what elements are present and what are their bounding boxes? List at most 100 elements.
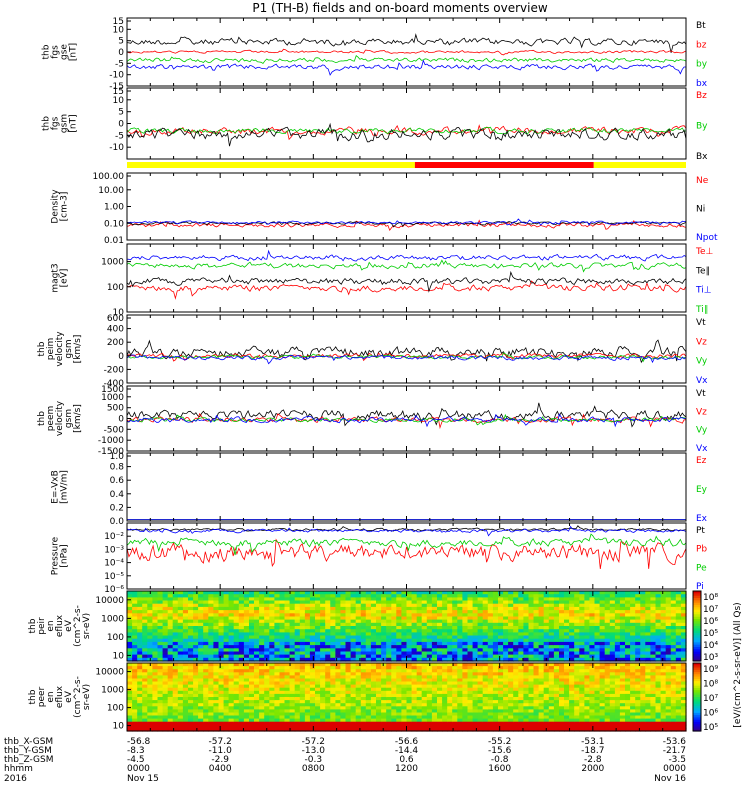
spectrogram-cell: [152, 715, 159, 720]
spectrogram-cell: [508, 706, 514, 710]
spectrogram-cell: [315, 672, 321, 676]
spectrogram-cell: [243, 635, 250, 640]
spectrogram-cell: [309, 603, 316, 608]
spectrogram-cell: [574, 635, 580, 640]
spectrogram-cell: [309, 718, 316, 723]
spectrogram-cell: [411, 687, 418, 692]
spectrogram-cell: [559, 684, 565, 689]
spectrogram-cell: [457, 684, 463, 689]
spectrogram-cell: [289, 613, 296, 618]
spectrogram-cell: [508, 641, 514, 646]
spectrogram-cell: [259, 724, 265, 729]
spectrogram-cell: [386, 651, 392, 656]
spectrogram-cell: [127, 724, 133, 729]
spectrogram-cell: [452, 613, 458, 618]
spectrogram-cell: [503, 594, 509, 598]
spectrogram-cell: [274, 657, 281, 662]
spectrogram-cell: [167, 681, 174, 686]
spectrogram-cell: [452, 638, 458, 643]
spectrogram-cell: [127, 669, 133, 673]
spectrogram-cell: [325, 721, 331, 726]
spectrogram-cell: [228, 654, 235, 659]
spectrogram-cell: [284, 622, 291, 627]
spectrogram-cell: [538, 690, 545, 695]
spectrogram-cell: [208, 594, 214, 598]
spectrogram-cell: [284, 654, 291, 659]
spectrogram-cell: [396, 681, 402, 686]
spectrogram-cell: [142, 724, 148, 729]
spectrogram-cell: [274, 638, 281, 643]
spectrogram-cell: [569, 700, 575, 704]
spectrogram-cell: [188, 610, 194, 614]
spectrogram-cell: [492, 684, 499, 689]
spectrogram-cell: [553, 632, 560, 637]
spectrogram-cell: [304, 638, 311, 643]
spectrogram-cell: [228, 626, 235, 630]
spectrogram-cell: [228, 641, 235, 646]
spectrogram-cell: [492, 718, 499, 723]
spectrogram-cell: [589, 709, 596, 714]
spectrogram-cell: [396, 654, 402, 659]
spectrogram-cell: [167, 700, 174, 704]
spectrogram-cell: [142, 600, 148, 605]
spectrogram-cell: [503, 641, 509, 646]
spectrogram-cell: [172, 622, 179, 627]
spectrogram-cell: [137, 675, 143, 680]
spectrogram-cell: [437, 684, 443, 689]
spectrogram-cell: [350, 718, 357, 723]
spectrogram-cell: [233, 724, 240, 729]
spectrogram-cell: [259, 712, 265, 717]
spectrogram-cell: [528, 675, 535, 680]
spectrogram-cell: [223, 684, 230, 689]
spectrogram-cell: [289, 687, 296, 692]
spectrogram-cell: [254, 651, 260, 656]
spectrogram-cell: [254, 626, 260, 630]
spectrogram-cell: [284, 718, 291, 723]
spectrogram-cell: [213, 651, 220, 656]
spectrogram-cell: [193, 718, 199, 723]
spectrogram-cell: [543, 645, 550, 649]
spectrogram-cell: [665, 610, 672, 614]
spectrogram-cell: [487, 709, 494, 714]
spectrogram-cell: [665, 648, 672, 653]
spectrogram-cell: [396, 697, 402, 701]
spectrogram-cell: [320, 597, 326, 602]
spectrogram-cell: [574, 648, 580, 653]
spectrogram-cell: [355, 597, 362, 602]
spectrogram-cell: [193, 700, 199, 704]
spectrogram-cell: [609, 626, 616, 630]
spectrogram-cell: [350, 724, 357, 729]
spectrogram-cell: [518, 594, 524, 598]
spectrogram-cell: [569, 600, 575, 605]
spectrogram-cell: [289, 645, 296, 649]
spectrogram-cell: [289, 675, 296, 680]
spectrogram-cell: [335, 641, 342, 646]
spectrogram-cell: [640, 635, 646, 640]
spectrogram-cell: [243, 622, 250, 627]
spectrogram-cell: [167, 648, 174, 653]
spectrogram-cell: [355, 663, 362, 667]
spectrogram-cell: [335, 721, 342, 726]
spectrogram-cell: [579, 603, 585, 608]
spectrogram-cell: [487, 724, 494, 729]
spectrogram-cell: [259, 600, 265, 605]
spectrogram-cell: [274, 600, 281, 605]
spectrogram-cell: [508, 709, 514, 714]
spectrogram-cell: [548, 681, 555, 686]
spectrogram-cell: [355, 718, 362, 723]
spectrogram-cell: [574, 645, 580, 649]
spectrogram-cell: [325, 626, 331, 630]
spectrogram-cell: [564, 681, 570, 686]
spectrogram-cell: [609, 641, 616, 646]
spectrogram-cell: [462, 638, 469, 643]
spectrogram-cell: [345, 641, 352, 646]
spectrogram-cell: [223, 635, 230, 640]
spectrogram-cell: [442, 663, 448, 667]
spectrogram-cell: [167, 724, 174, 729]
spectrogram-cell: [330, 675, 336, 680]
spectrogram-cell: [315, 626, 321, 630]
spectrogram-cell: [416, 597, 423, 602]
spectrogram-cell: [437, 635, 443, 640]
spectrogram-cell: [548, 597, 555, 602]
spectrogram-cell: [401, 645, 408, 649]
